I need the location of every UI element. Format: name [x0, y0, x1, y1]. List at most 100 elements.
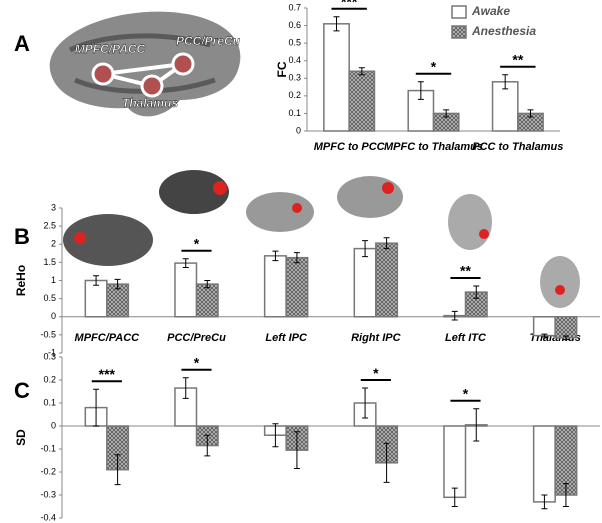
significance-label: *: [194, 354, 200, 370]
error-bar: [204, 434, 211, 457]
error-bar: [473, 285, 480, 299]
significance-label: ***: [99, 366, 116, 382]
error-bar: [358, 67, 365, 76]
bar: [532, 316, 556, 337]
bar: [323, 23, 350, 132]
error-bar: [443, 109, 450, 118]
error-bar: [293, 431, 300, 470]
annotation: Thalamus: [122, 96, 178, 110]
error-bar: [93, 388, 100, 427]
panel-label: A: [14, 31, 30, 56]
error-bar: [451, 487, 458, 507]
error-bar: [204, 280, 211, 289]
y-tick-label: 0: [51, 311, 56, 321]
error-bar: [114, 278, 121, 290]
y-tick-label: 0.5: [43, 293, 56, 303]
bar: [348, 70, 376, 132]
bar: [532, 425, 556, 503]
x-tick-label: MPFC to Thalamus: [384, 141, 483, 153]
error-bar: [272, 423, 279, 448]
error-bar: [541, 494, 548, 510]
error-bar: [272, 250, 279, 262]
y-axis-label: ReHo: [14, 265, 28, 296]
panel-label: C: [14, 378, 30, 403]
y-tick-label: 0: [296, 125, 301, 135]
x-tick-label: PCC/PreCu: [167, 332, 226, 344]
brain-images-b: [63, 170, 580, 308]
significance-label: *: [373, 365, 379, 381]
annotation: MPFC/PACC: [75, 42, 146, 56]
y-axis-label: SD: [14, 429, 28, 446]
y-tick-label: -0.3: [40, 489, 56, 499]
error-bar: [562, 483, 569, 507]
error-bar: [383, 442, 390, 483]
x-tick-label: PCC to Thalamus: [472, 141, 563, 153]
error-bar: [502, 74, 509, 90]
significance-label: **: [512, 51, 523, 67]
error-bar: [362, 387, 369, 419]
y-tick-label: -0.1: [40, 443, 56, 453]
error-bar: [333, 16, 340, 32]
error-bar: [362, 240, 369, 258]
y-tick-label: 1: [51, 275, 56, 285]
error-bar: [182, 377, 189, 399]
y-tick-label: 0.2: [288, 90, 301, 100]
error-bar: [383, 237, 390, 250]
bar: [195, 283, 219, 318]
x-tick-label: Left ITC: [445, 332, 487, 344]
legend-swatch: [451, 25, 467, 39]
y-tick-label: 0.6: [288, 20, 301, 30]
error-bar: [541, 333, 548, 338]
legend-label: Awake: [471, 4, 510, 18]
significance-label: *: [431, 59, 437, 75]
y-axis-label: FC: [275, 61, 289, 77]
significance-label: *: [463, 385, 469, 401]
y-tick-label: -0.5: [40, 329, 56, 339]
y-tick-label: 0.7: [288, 2, 301, 12]
significance-label: **: [460, 263, 471, 279]
error-bar: [473, 408, 480, 442]
x-tick-label: Right IPC: [351, 332, 402, 344]
y-tick-label: 0.3: [288, 73, 301, 83]
error-bar: [114, 454, 121, 486]
error-bar: [293, 252, 300, 264]
error-bar: [182, 258, 189, 268]
error-bar: [417, 81, 424, 100]
y-tick-label: 0.1: [43, 397, 56, 407]
bar: [84, 279, 108, 318]
x-tick-label: Left IPC: [265, 332, 308, 344]
y-tick-label: 2.5: [43, 221, 56, 231]
y-tick-label: 2: [51, 239, 56, 249]
significance-label: ***: [341, 0, 358, 9]
y-tick-label: 0: [51, 420, 56, 430]
y-tick-label: 1.5: [43, 257, 56, 267]
legend-swatch: [451, 5, 467, 19]
significance-label: *: [194, 235, 200, 251]
error-bar: [93, 275, 100, 286]
error-bar: [451, 310, 458, 321]
y-tick-label: 0.3: [43, 351, 56, 361]
brain-diagram-a: [49, 11, 241, 117]
y-tick-label: 0.2: [43, 374, 56, 384]
bar: [174, 262, 198, 318]
legend-label: Anesthesia: [471, 24, 536, 38]
y-tick-label: 3: [51, 202, 56, 212]
y-tick-label: -0.2: [40, 466, 56, 476]
bar: [491, 81, 519, 132]
bar: [285, 256, 309, 318]
bar: [375, 242, 399, 318]
error-bar: [527, 109, 534, 118]
y-tick-label: 0.1: [288, 108, 301, 118]
y-tick-label: 0.4: [288, 55, 301, 65]
y-tick-label: 0.5: [288, 38, 301, 48]
bar: [554, 316, 578, 339]
bar: [263, 255, 287, 318]
x-tick-label: MPFC to PCC: [314, 141, 386, 153]
bar: [353, 247, 377, 318]
panel-label: B: [14, 224, 30, 249]
annotation: PCC/PreCu: [176, 34, 241, 48]
error-bar: [562, 335, 569, 341]
bar: [443, 425, 467, 499]
x-tick-label: MPFC/PACC: [75, 332, 141, 344]
